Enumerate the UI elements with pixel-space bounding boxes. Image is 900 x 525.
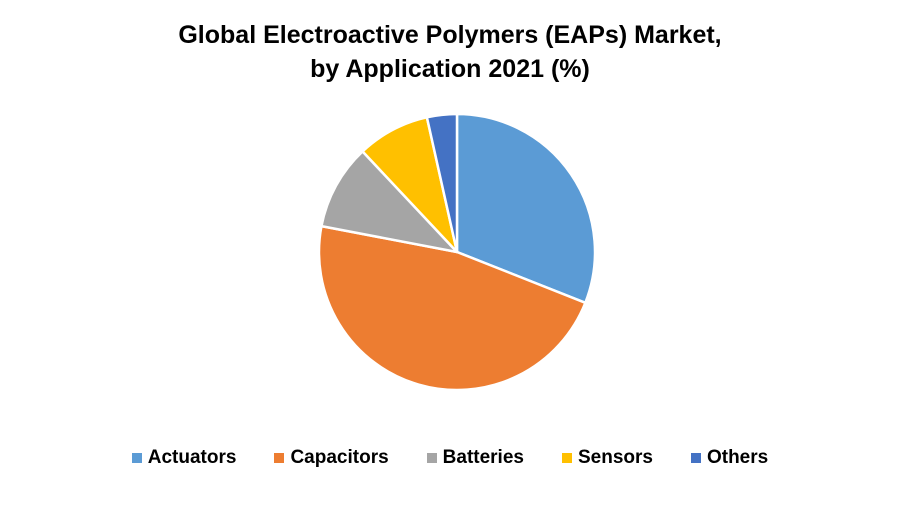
legend-swatch-others xyxy=(690,453,701,463)
legend-item-batteries: Batteries xyxy=(426,447,524,469)
pie-slice-actuators xyxy=(455,112,597,305)
legend: Actuators Capacitors Batteries Sensors O… xyxy=(0,447,900,469)
legend-item-sensors: Sensors xyxy=(561,447,653,469)
chart-title-line1: Global Electroactive Polymers (EAPs) Mar… xyxy=(178,21,722,49)
legend-item-capacitors: Capacitors xyxy=(274,447,389,469)
legend-label-others: Others xyxy=(706,447,769,468)
chart-title: Global Electroactive Polymers (EAPs) Mar… xyxy=(0,18,900,86)
legend-label-capacitors: Capacitors xyxy=(290,447,389,468)
legend-label-sensors: Sensors xyxy=(577,447,653,468)
legend-item-actuators: Actuators xyxy=(131,447,237,469)
legend-swatch-sensors xyxy=(561,453,572,463)
legend-label-batteries: Batteries xyxy=(442,447,524,468)
legend-swatch-capacitors xyxy=(274,453,285,463)
legend-swatch-actuators xyxy=(131,453,142,463)
pie-slice-batteries xyxy=(320,150,459,254)
pie-slice-others xyxy=(425,112,459,254)
chart-title-line2: by Application 2021 (%) xyxy=(310,55,590,83)
legend-swatch-batteries xyxy=(426,453,437,463)
pie-slice-capacitors xyxy=(317,224,587,392)
legend-label-actuators: Actuators xyxy=(147,447,237,468)
legend-item-others: Others xyxy=(690,447,769,469)
